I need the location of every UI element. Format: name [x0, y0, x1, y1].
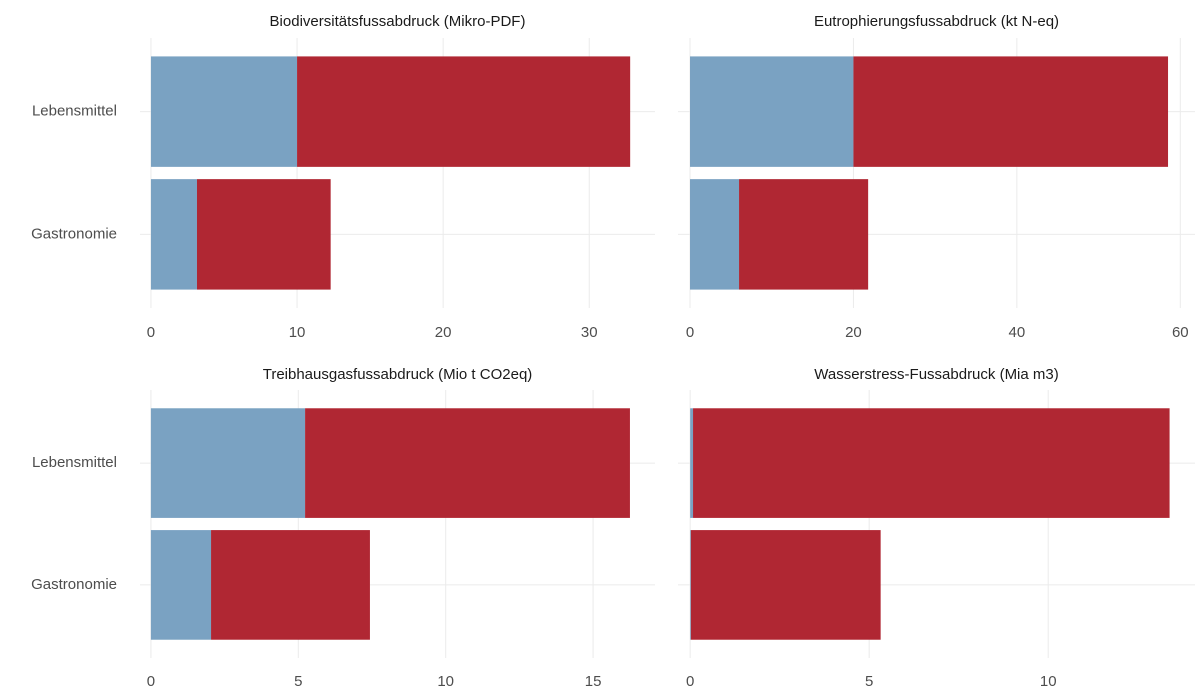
- bar-segment: [693, 408, 1170, 518]
- bar-segment: [305, 408, 630, 518]
- x-tick-label: 10: [1040, 673, 1057, 690]
- x-tick-label: 5: [865, 673, 873, 690]
- x-tick-label: 0: [147, 673, 155, 690]
- bar-segment: [150, 408, 306, 518]
- x-tick-label: 5: [294, 673, 302, 690]
- bar-segment: [150, 530, 212, 640]
- y-tick-label: Gastronomie: [31, 225, 117, 242]
- bar-segment: [690, 56, 854, 167]
- bar-segment: [739, 179, 869, 290]
- x-tick-label: 40: [1009, 324, 1026, 341]
- bar-segment: [211, 530, 370, 640]
- bar-segment: [690, 179, 740, 290]
- y-tick-label: Lebensmittel: [32, 103, 117, 120]
- bar-segment: [690, 530, 881, 640]
- x-tick-label: 60: [1172, 324, 1189, 341]
- bar-segment: [690, 530, 691, 640]
- x-tick-label: 30: [581, 324, 598, 341]
- bar-segment: [297, 56, 631, 167]
- x-tick-label: 0: [147, 324, 155, 341]
- x-tick-label: 10: [437, 673, 454, 690]
- y-tick-label: Gastronomie: [31, 576, 117, 593]
- y-tick-label: Lebensmittel: [32, 454, 117, 471]
- panel-title: Treibhausgasfussabdruck (Mio t CO2eq): [263, 366, 533, 383]
- bar-segment: [150, 56, 298, 167]
- bar-segment: [150, 179, 197, 290]
- bar-segment: [690, 408, 694, 518]
- x-tick-label: 0: [686, 673, 694, 690]
- x-tick-label: 15: [585, 673, 602, 690]
- bar-segment: [196, 179, 331, 290]
- x-tick-label: 20: [845, 324, 862, 341]
- panel-title: Eutrophierungsfussabdruck (kt N-eq): [814, 13, 1059, 30]
- x-tick-label: 0: [686, 324, 694, 341]
- panel-title: Biodiversitätsfussabdruck (Mikro-PDF): [270, 13, 526, 30]
- x-tick-label: 10: [289, 324, 306, 341]
- x-tick-label: 20: [435, 324, 452, 341]
- panel-title: Wasserstress-Fussabdruck (Mia m3): [814, 366, 1058, 383]
- bar-segment: [853, 56, 1169, 167]
